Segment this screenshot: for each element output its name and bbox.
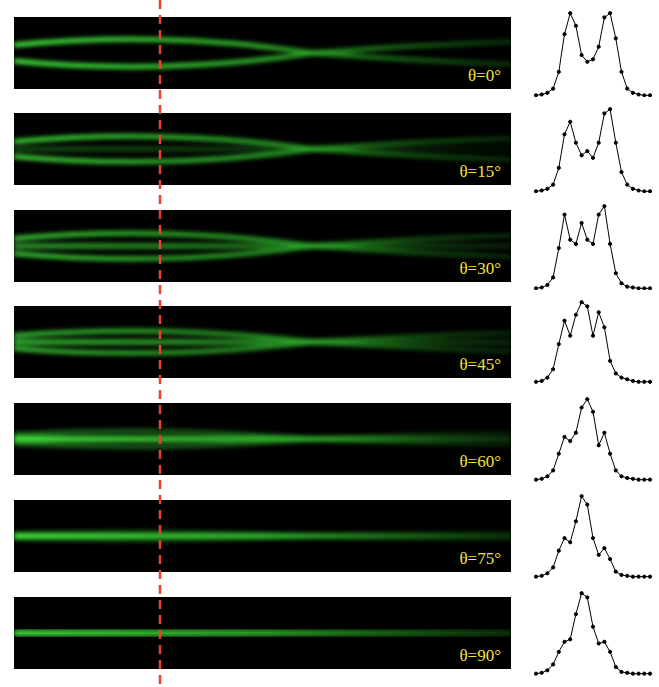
svg-text:θ=90°: θ=90° xyxy=(459,646,501,665)
svg-text:θ=15°: θ=15° xyxy=(459,162,501,181)
svg-text:θ=60°: θ=60° xyxy=(459,452,501,471)
svg-text:θ=30°: θ=30° xyxy=(459,259,501,278)
svg-text:θ=45°: θ=45° xyxy=(459,355,501,374)
svg-text:θ=75°: θ=75° xyxy=(459,549,501,568)
svg-text:θ=0°: θ=0° xyxy=(468,66,501,85)
